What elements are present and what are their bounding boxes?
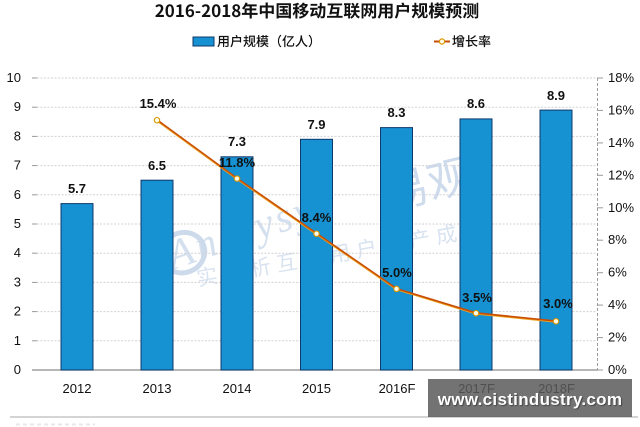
svg-text:2016F: 2016F (379, 381, 416, 396)
svg-text:2012: 2012 (63, 381, 92, 396)
svg-text:6%: 6% (608, 265, 627, 280)
svg-text:18%: 18% (608, 70, 634, 85)
svg-text:8.3: 8.3 (387, 105, 405, 120)
svg-text:16%: 16% (608, 102, 634, 117)
svg-text:12%: 12% (608, 167, 634, 182)
svg-text:3.5%: 3.5% (462, 290, 492, 305)
svg-text:3: 3 (14, 274, 21, 289)
svg-text:6.5: 6.5 (148, 158, 166, 173)
svg-text:8%: 8% (608, 232, 627, 247)
svg-text:15.4%: 15.4% (140, 96, 177, 111)
svg-text:0%: 0% (608, 362, 627, 377)
svg-text:1: 1 (14, 333, 21, 348)
svg-text:9: 9 (14, 99, 21, 114)
svg-text:8.6: 8.6 (467, 96, 485, 111)
svg-text:8.9: 8.9 (547, 88, 565, 103)
svg-text:10%: 10% (608, 200, 634, 215)
svg-text:2015: 2015 (302, 381, 331, 396)
svg-text:6: 6 (14, 187, 21, 202)
svg-text:3.0%: 3.0% (543, 296, 573, 311)
svg-text:5.0%: 5.0% (382, 265, 412, 280)
svg-text:14%: 14% (608, 135, 634, 150)
svg-text:2%: 2% (608, 330, 627, 345)
svg-text:7: 7 (14, 158, 21, 173)
svg-text:7.3: 7.3 (228, 134, 246, 149)
svg-text:4%: 4% (608, 297, 627, 312)
svg-text:5: 5 (14, 216, 21, 231)
svg-text:8: 8 (14, 128, 21, 143)
svg-text:5.7: 5.7 (68, 181, 86, 196)
svg-text:7.9: 7.9 (307, 117, 325, 132)
svg-text:8.4%: 8.4% (302, 210, 332, 225)
svg-text:2: 2 (14, 304, 21, 319)
svg-text:11.8%: 11.8% (219, 155, 256, 170)
svg-text:0: 0 (14, 362, 21, 377)
svg-text:4: 4 (14, 245, 21, 260)
svg-text:2013: 2013 (143, 381, 172, 396)
svg-text:10: 10 (7, 70, 21, 85)
svg-text:2014: 2014 (223, 381, 252, 396)
